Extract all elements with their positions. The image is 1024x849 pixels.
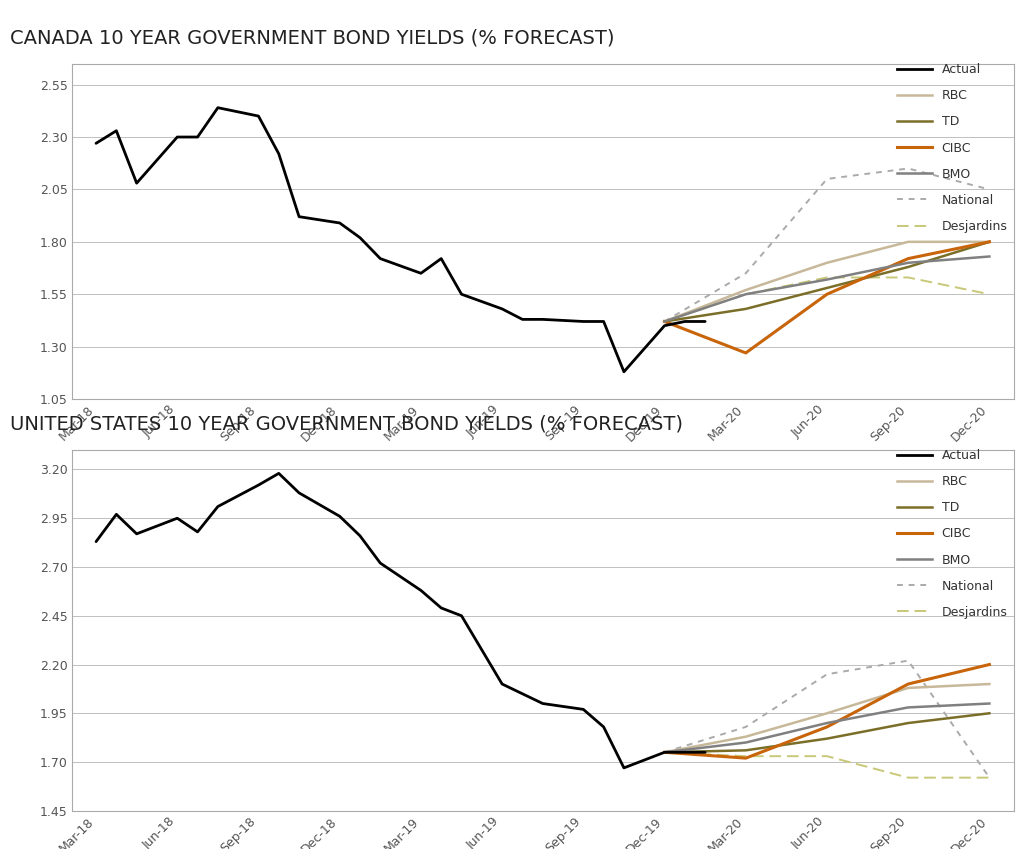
Text: CANADA 10 YEAR GOVERNMENT BOND YIELDS (% FORECAST): CANADA 10 YEAR GOVERNMENT BOND YIELDS (%… (10, 29, 614, 48)
Legend: Actual, RBC, TD, CIBC, BMO, National, Desjardins: Actual, RBC, TD, CIBC, BMO, National, De… (897, 63, 1008, 233)
Legend: Actual, RBC, TD, CIBC, BMO, National, Desjardins: Actual, RBC, TD, CIBC, BMO, National, De… (897, 449, 1008, 619)
Text: UNITED STATES 10 YEAR GOVERNMENT BOND YIELDS (% FORECAST): UNITED STATES 10 YEAR GOVERNMENT BOND YI… (10, 415, 683, 434)
